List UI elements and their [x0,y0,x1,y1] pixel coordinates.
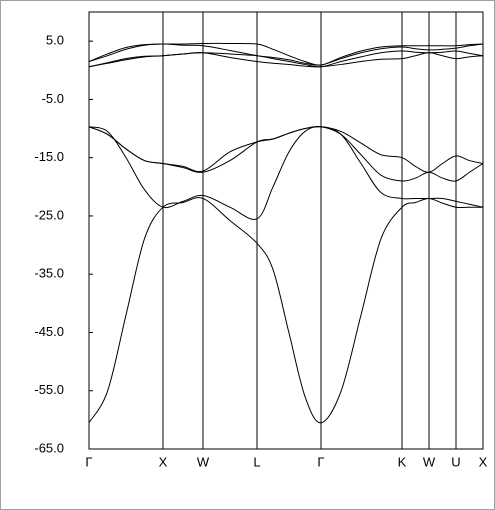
x-tick-label: Γ [317,454,324,469]
x-tick-label: K [398,454,407,469]
y-tick-label: -35.0 [34,266,64,281]
x-tick-label: W [197,454,210,469]
plot-border [88,11,484,450]
band-line [88,126,484,173]
x-tick-label: U [451,454,460,469]
x-tick-label: L [253,454,260,469]
y-tick-label: -55.0 [34,382,64,397]
x-tick-label: W [423,454,436,469]
y-tick-label: 5.0 [46,33,64,48]
band-line [88,126,484,220]
x-tick-label: X [159,454,168,469]
x-tick-label: X [479,454,488,469]
band-line [88,50,484,68]
y-tick-label: -15.0 [34,149,64,164]
y-tick-label: -65.0 [34,440,64,455]
y-tick-label: -25.0 [34,207,64,222]
x-tick-label: Γ [85,454,92,469]
band-line [88,42,484,66]
y-tick-label: -45.0 [34,324,64,339]
y-tick-label: -5.0 [42,91,64,106]
